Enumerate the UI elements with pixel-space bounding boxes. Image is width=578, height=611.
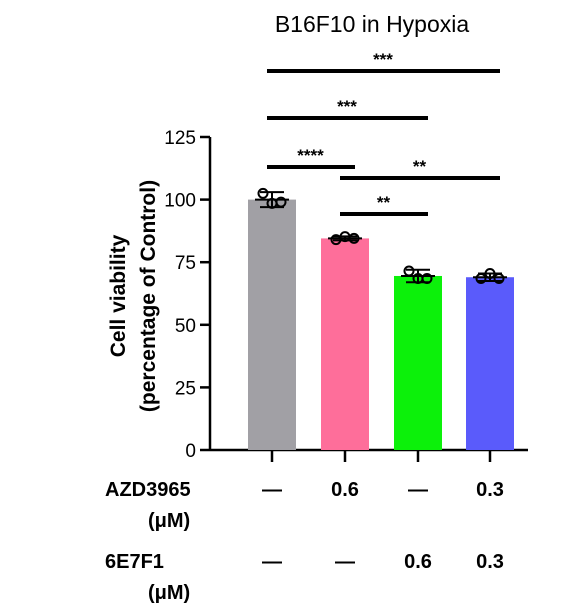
significance-label: **** [297,146,324,165]
treatment-value: — [408,479,428,501]
chart-title: B16F10 in Hypoxia [275,11,470,37]
bar-2 [321,238,369,450]
y-tick-label: 0 [185,441,196,462]
y-tick-label: 25 [175,378,196,399]
treatment-unit: (μM) [148,582,190,604]
y-tick-label: 125 [164,128,196,149]
significance-label: *** [337,97,357,116]
treatment-unit: (μM) [148,510,190,532]
treatment-value: — [335,551,355,573]
significance-label: ** [413,157,427,176]
treatment-value: 0.6 [404,551,432,573]
y-axis-label-line2: (percentage of Control) [137,180,160,412]
treatment-value: — [262,479,282,501]
treatment-name: 6E7F1 [105,551,164,573]
y-tick-label: 75 [175,253,196,274]
data-point [493,272,505,284]
data-point [403,265,415,277]
significance-label: *** [373,50,393,69]
data-point [275,196,287,208]
treatment-value: 0.3 [476,551,504,573]
data-point [348,232,360,244]
treatment-value: — [262,551,282,573]
data-point [484,267,496,279]
y-tick-label: 50 [175,316,196,337]
bar-1 [248,199,296,450]
treatment-value: 0.6 [331,479,359,501]
treatment-name: AZD3965 [105,479,191,501]
significance-label: ** [377,193,391,212]
y-tick-label: 100 [164,191,196,212]
treatment-value: 0.3 [476,479,504,501]
bar-3 [394,275,442,450]
data-point [257,187,269,199]
data-point [475,272,487,284]
bar-4 [466,277,514,450]
y-axis-label-line1: Cell viability [107,234,130,357]
data-point [421,272,433,284]
